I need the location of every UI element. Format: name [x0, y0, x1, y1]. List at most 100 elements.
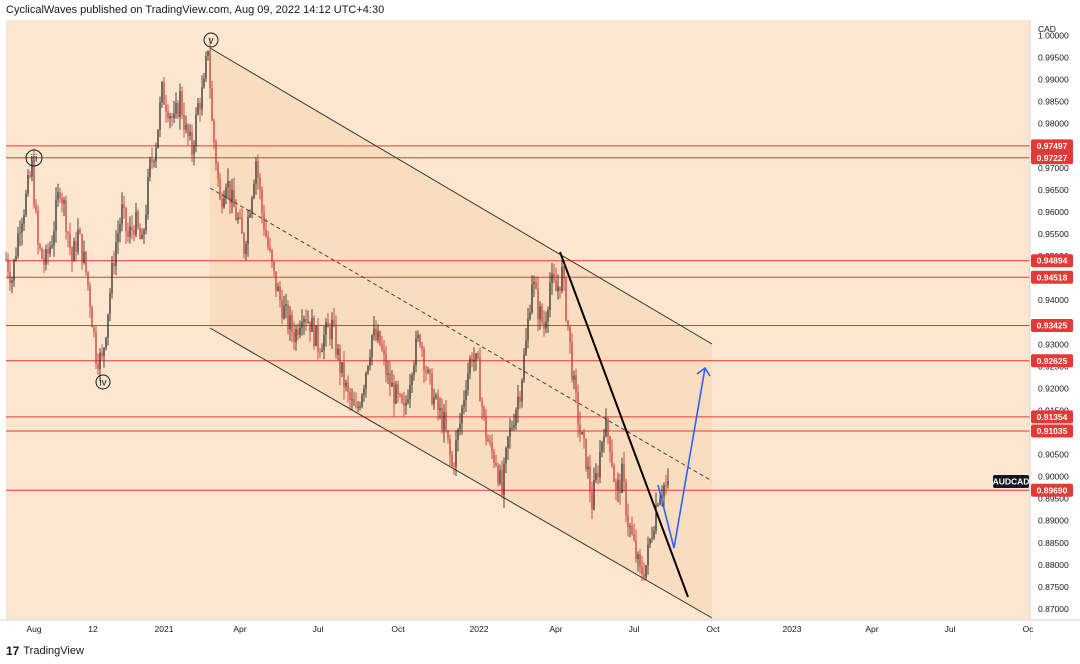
- candle-body: [273, 261, 275, 272]
- candle-body: [641, 566, 643, 575]
- price-label: 0.89000: [1038, 516, 1069, 526]
- candle-body: [605, 418, 607, 437]
- candle-body: [263, 212, 265, 231]
- candle-body: [625, 481, 627, 516]
- time-label: Oct: [706, 624, 720, 634]
- candle-body: [83, 251, 85, 263]
- candle-body: [219, 179, 221, 199]
- candle-body: [531, 284, 533, 313]
- candle-body: [509, 427, 511, 437]
- candle-body: [619, 480, 621, 493]
- candle-body: [31, 160, 33, 177]
- candle-body: [525, 340, 527, 355]
- candle-body: [221, 198, 223, 208]
- candle-body: [399, 394, 401, 396]
- candle-body: [441, 407, 443, 430]
- candle-body: [637, 554, 639, 560]
- candle-body: [181, 91, 183, 115]
- level-tag: 0.94518: [1037, 272, 1068, 282]
- candle-body: [443, 412, 445, 430]
- price-label: 0.89500: [1038, 494, 1069, 504]
- level-tag: 0.91354: [1037, 412, 1068, 422]
- candle-body: [393, 382, 395, 404]
- candle-body: [305, 318, 307, 323]
- channel-upper-line: [209, 47, 713, 345]
- candle-body: [217, 164, 219, 180]
- candle-body: [11, 280, 13, 283]
- candle-body: [301, 322, 303, 328]
- price-label: 0.90000: [1038, 472, 1069, 482]
- candle-body: [391, 382, 393, 387]
- candle-body: [307, 321, 309, 323]
- candle-body: [287, 304, 289, 330]
- candle-body: [27, 175, 29, 194]
- candle-body: [51, 245, 53, 248]
- candle-body: [197, 103, 199, 115]
- candle-body: [401, 394, 403, 403]
- candle-body: [545, 321, 547, 329]
- candle-body: [615, 482, 617, 490]
- candle-body: [583, 432, 585, 439]
- publish-header: CyclicalWaves published on TradingView.c…: [6, 4, 385, 16]
- candle-body: [23, 214, 25, 224]
- symbol-tag: AUDCAD: [993, 475, 1029, 488]
- candle-body: [167, 111, 169, 119]
- candle-body: [449, 439, 451, 455]
- wave-label-iii: iii: [25, 149, 43, 167]
- candle-body: [317, 325, 319, 352]
- time-label: 2021: [155, 624, 174, 634]
- candle-body: [447, 430, 449, 439]
- candle-body: [513, 425, 515, 428]
- price-label: 0.97000: [1038, 163, 1069, 173]
- price-label: 0.87500: [1038, 582, 1069, 592]
- candle-body: [349, 391, 351, 400]
- candle-body: [623, 463, 625, 482]
- price-label: 0.90500: [1038, 450, 1069, 460]
- candle-body: [453, 466, 455, 467]
- tradingview-footer[interactable]: 17 TradingView: [6, 644, 84, 658]
- candle-body: [293, 332, 295, 343]
- level-tag-bg: [1031, 424, 1073, 438]
- candle-body: [247, 216, 249, 245]
- candle-body: [455, 440, 457, 467]
- candle-body: [147, 176, 149, 215]
- candle-body: [325, 322, 327, 335]
- candle-body: [47, 249, 49, 254]
- candle-body: [521, 380, 523, 402]
- candle-body: [91, 307, 93, 328]
- candle-body: [251, 197, 253, 214]
- candle-body: [383, 349, 385, 355]
- candle-body: [151, 159, 153, 162]
- candle-body: [497, 465, 499, 484]
- candle-body: [95, 332, 97, 364]
- candle-body: [523, 354, 525, 381]
- candle-body: [259, 177, 261, 190]
- candle-body: [555, 280, 557, 292]
- candle-body: [327, 322, 329, 328]
- time-axis[interactable]: [0, 620, 1030, 640]
- candle-body: [193, 145, 195, 155]
- candle-body: [627, 515, 629, 527]
- candle-body: [473, 359, 475, 362]
- candle-body: [581, 432, 583, 435]
- candle-body: [35, 205, 37, 211]
- candle-body: [81, 234, 83, 263]
- candle-body: [13, 259, 15, 281]
- candle-body: [647, 544, 649, 566]
- candle-body: [5, 259, 7, 261]
- candle-body: [541, 306, 543, 322]
- candle-body: [543, 321, 545, 329]
- candle-body: [365, 372, 367, 389]
- candle-body: [343, 362, 345, 387]
- candle-body: [629, 526, 631, 528]
- candle-body: [231, 190, 233, 204]
- candle-body: [423, 349, 425, 371]
- candle-body: [559, 286, 561, 291]
- candle-body: [153, 161, 155, 163]
- candle-body: [511, 427, 513, 429]
- candle-body: [601, 442, 603, 452]
- candle-body: [621, 463, 623, 493]
- candle-body: [481, 401, 483, 407]
- candle-body: [477, 353, 479, 359]
